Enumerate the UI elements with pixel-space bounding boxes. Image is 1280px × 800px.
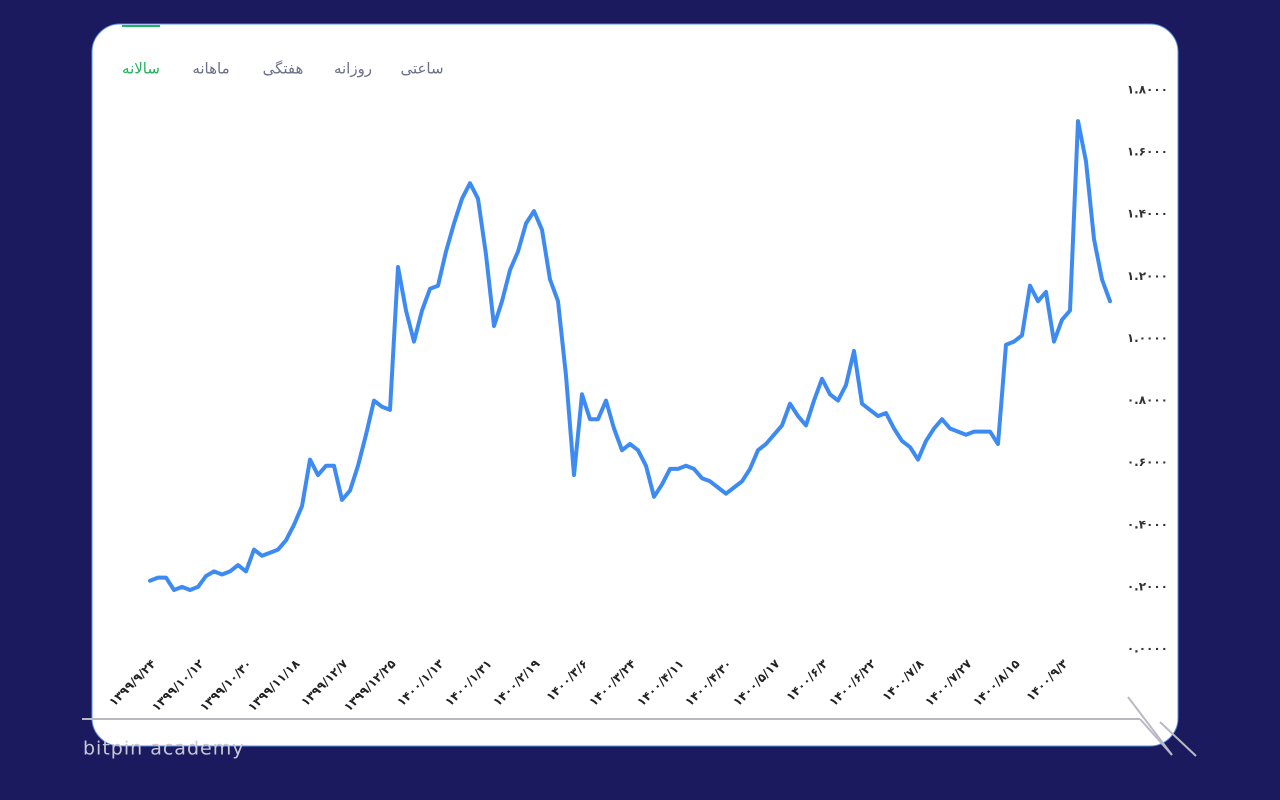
watermark-line <box>1159 721 1197 757</box>
tab[interactable]: هفتگی <box>263 60 304 78</box>
tab-indicator <box>122 25 160 27</box>
y-tick-label: ۰.۲۰۰۰ <box>1127 579 1168 593</box>
tab[interactable]: ماهانه <box>192 60 229 78</box>
tab-bar: ساعتی روزانه هفتگی ماهانه سالانه <box>122 25 444 78</box>
y-tick-label: ۱.۲۰۰۰ <box>1127 269 1168 283</box>
y-tick-label: ۱.۰۰۰۰ <box>1127 331 1168 345</box>
tab[interactable]: روزانه <box>334 60 372 78</box>
tab[interactable]: ساعتی <box>400 60 443 78</box>
y-tick-label: ۰.۴۰۰۰ <box>1127 517 1168 531</box>
chart-card <box>91 23 1179 747</box>
y-tick-label: ۰.۸۰۰۰ <box>1127 393 1168 407</box>
price-line <box>148 119 1112 592</box>
y-tick-label: ۱.۸۰۰۰ <box>1127 83 1168 97</box>
y-tick-label: ۱.۶۰۰۰ <box>1127 145 1168 159</box>
watermark-line <box>1127 696 1173 756</box>
tab[interactable]: سالانه <box>122 60 160 78</box>
watermark: bitpin academy <box>83 738 244 760</box>
y-tick-label: ۰.۶۰۰۰ <box>1127 455 1168 469</box>
y-tick-label: ۱.۴۰۰۰ <box>1127 207 1168 221</box>
y-tick-label: ۰.۰۰۰۰ <box>1127 642 1168 656</box>
